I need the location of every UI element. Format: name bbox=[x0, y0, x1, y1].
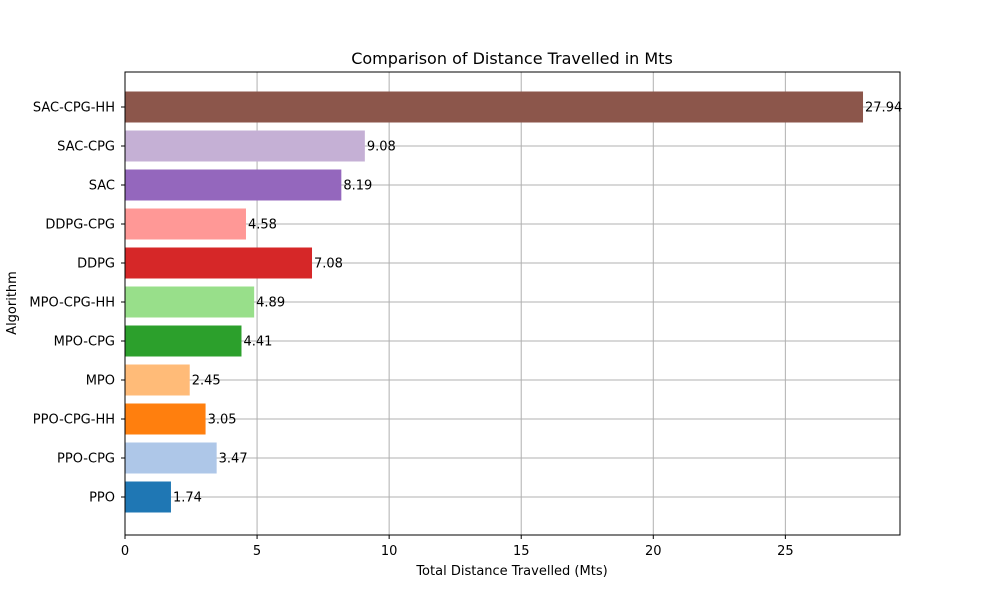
y-tick-label: SAC bbox=[89, 179, 115, 194]
y-tick-label: DDPG bbox=[77, 257, 115, 272]
bar-value-labels: 1.74 3.47 3.05 2.45 4.41 4.89 7.08 4.58 8.19 9.08… bbox=[173, 101, 902, 506]
y-tick-label: PPO-CPG bbox=[57, 452, 115, 467]
x-axis-ticks: 0 5 10 15 20 25 bbox=[121, 535, 794, 559]
y-tick-label: DDPG-CPG bbox=[45, 218, 115, 233]
bar-value-label: 9.08 bbox=[367, 140, 396, 155]
bar-value-label: 1.74 bbox=[173, 491, 202, 506]
bar-value-label: 3.47 bbox=[219, 452, 248, 467]
x-tick-label: 5 bbox=[253, 544, 261, 559]
x-axis-label: Total Distance Travelled (Mts) bbox=[415, 564, 607, 579]
y-tick-label: MPO bbox=[86, 374, 115, 389]
bar-mpo-cpg-hh bbox=[125, 286, 255, 318]
x-tick-label: 25 bbox=[777, 544, 794, 559]
bar-ppo-cpg bbox=[125, 442, 217, 474]
bars bbox=[125, 91, 864, 513]
y-tick-label: SAC-CPG-HH bbox=[33, 101, 115, 116]
bar-ppo-cpg-hh bbox=[125, 403, 206, 435]
bar-ddpg bbox=[125, 247, 313, 279]
bar-value-label: 3.05 bbox=[208, 413, 237, 428]
bar-value-label: 4.89 bbox=[256, 296, 285, 311]
bar-ppo bbox=[125, 481, 171, 513]
x-tick-label: 10 bbox=[381, 544, 398, 559]
y-tick-label: MPO-CPG-HH bbox=[29, 296, 115, 311]
y-axis-ticks: PPO PPO-CPG PPO-CPG-HH MPO MPO-CPG MPO-CPG-HH… bbox=[29, 101, 125, 506]
bar-sac-cpg bbox=[125, 130, 365, 162]
bar-value-label: 7.08 bbox=[314, 257, 343, 272]
bar-value-label: 4.41 bbox=[243, 335, 272, 350]
bar-value-label: 2.45 bbox=[192, 374, 221, 389]
bar-value-label: 8.19 bbox=[343, 179, 372, 194]
y-tick-label: PPO-CPG-HH bbox=[33, 413, 115, 428]
bar-mpo-cpg bbox=[125, 325, 242, 357]
y-tick-label: PPO bbox=[89, 491, 115, 506]
bar-mpo bbox=[125, 364, 190, 396]
bar-ddpg-cpg bbox=[125, 208, 246, 240]
x-tick-label: 20 bbox=[645, 544, 662, 559]
y-tick-label: MPO-CPG bbox=[54, 335, 115, 350]
x-tick-label: 15 bbox=[513, 544, 530, 559]
y-tick-label: SAC-CPG bbox=[57, 140, 115, 155]
bar-sac-cpg-hh bbox=[125, 91, 864, 123]
chart-title: Comparison of Distance Travelled in Mts bbox=[351, 49, 673, 68]
x-tick-label: 0 bbox=[121, 544, 129, 559]
y-axis-label: Algorithm bbox=[5, 271, 20, 335]
bar-sac bbox=[125, 169, 342, 201]
bar-value-label: 27.94 bbox=[865, 101, 902, 116]
bar-value-label: 4.58 bbox=[248, 218, 277, 233]
plot-frame bbox=[124, 71, 901, 536]
